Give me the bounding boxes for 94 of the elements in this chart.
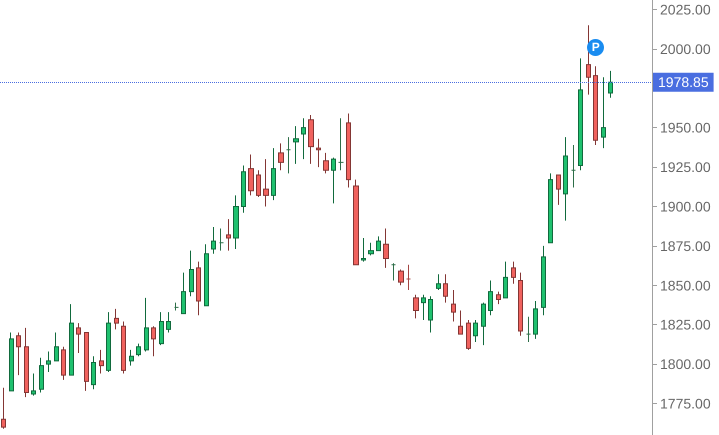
candlestick	[413, 294, 419, 319]
candlestick	[99, 349, 104, 374]
y-tick-label: 1825.00	[660, 316, 711, 333]
candlestick	[233, 194, 239, 250]
candlestick	[578, 58, 583, 171]
candlestick	[608, 70, 613, 98]
circle-badge: P	[587, 38, 604, 56]
candlestick	[114, 308, 119, 330]
candlestick	[61, 346, 66, 380]
y-tick-label: 1950.00	[660, 120, 711, 136]
y-tick-label: 1775.00	[660, 395, 711, 412]
candlestick	[278, 142, 284, 171]
candlestick	[376, 236, 381, 252]
candlestick	[406, 264, 411, 290]
candlestick	[526, 316, 531, 343]
y-tick-label: 1900.00	[660, 198, 711, 214]
candlestick	[129, 349, 134, 366]
candlestick	[189, 250, 194, 297]
candlestick	[601, 76, 606, 149]
candlestick	[226, 218, 231, 252]
candlestick	[166, 312, 171, 334]
candlestick	[511, 261, 516, 284]
candlestick	[144, 297, 149, 352]
candlestick	[24, 327, 29, 398]
candlestick	[256, 170, 261, 198]
y-tick-label: 1875.00	[660, 238, 711, 254]
candlestick	[121, 321, 126, 374]
candlestick	[383, 228, 389, 268]
y-tick-label: 1850.00	[660, 277, 711, 294]
candlestick	[263, 158, 269, 207]
candlestick	[556, 174, 561, 206]
candlestick	[353, 179, 359, 266]
candlestick	[571, 144, 576, 188]
candlestick	[106, 312, 111, 372]
candlestick	[151, 326, 156, 357]
ref-line-label: 1978.85	[658, 74, 709, 90]
candlestick	[368, 242, 374, 256]
candlestick	[241, 164, 246, 214]
candlestick	[488, 280, 493, 316]
candlestick	[293, 126, 299, 164]
candlestick	[518, 272, 523, 336]
candlestick	[248, 154, 254, 196]
candlestick	[533, 300, 538, 340]
candlestick	[308, 114, 314, 164]
candlestick	[196, 261, 201, 316]
candlestick	[503, 261, 508, 298]
candlestick	[593, 66, 598, 146]
candlestick	[346, 112, 351, 188]
candlestick	[331, 157, 336, 204]
candlestick	[563, 136, 568, 222]
candlestick	[496, 291, 501, 305]
candlestick	[443, 274, 448, 304]
candlestick	[54, 332, 59, 362]
candlestick	[458, 310, 463, 335]
candlestick	[541, 245, 546, 316]
candlestick	[136, 343, 141, 357]
candlestick	[548, 172, 553, 244]
candlestick	[473, 319, 478, 343]
candlestick	[219, 228, 224, 252]
candlestick	[301, 118, 306, 160]
candlestick	[9, 332, 14, 392]
candlestick	[39, 357, 44, 393]
y-tick-label: 1800.00	[660, 356, 711, 372]
candlestick	[31, 373, 36, 396]
candlestick	[16, 332, 21, 376]
candlestick	[46, 350, 51, 372]
candlestick	[271, 148, 276, 201]
candlestick	[466, 319, 471, 350]
candlestick	[323, 152, 329, 174]
candlestick	[69, 304, 74, 376]
candlestick	[181, 272, 186, 314]
candlestick	[84, 332, 89, 392]
candlestick	[391, 262, 396, 282]
candlestick	[451, 290, 456, 322]
candlestick	[1, 387, 6, 430]
candlestick	[204, 244, 209, 306]
candlestick	[91, 356, 96, 390]
candlestick	[211, 226, 216, 254]
candlestick	[338, 118, 344, 171]
candlestick	[159, 312, 164, 346]
candlestick	[286, 136, 291, 174]
y-tick-label: 2025.00	[660, 1, 711, 18]
candlestick	[421, 294, 426, 320]
y-tick-label: 2000.00	[660, 40, 711, 57]
candlestick	[586, 24, 591, 96]
candlestick	[428, 296, 433, 334]
candlestick	[481, 302, 486, 346]
candlestick	[174, 302, 179, 311]
candlestick	[398, 269, 404, 286]
candlestick	[436, 274, 441, 290]
y-tick-label: 1925.00	[660, 159, 711, 176]
candlestick	[361, 237, 366, 262]
candlestick	[76, 322, 81, 354]
candlestick	[316, 138, 321, 168]
